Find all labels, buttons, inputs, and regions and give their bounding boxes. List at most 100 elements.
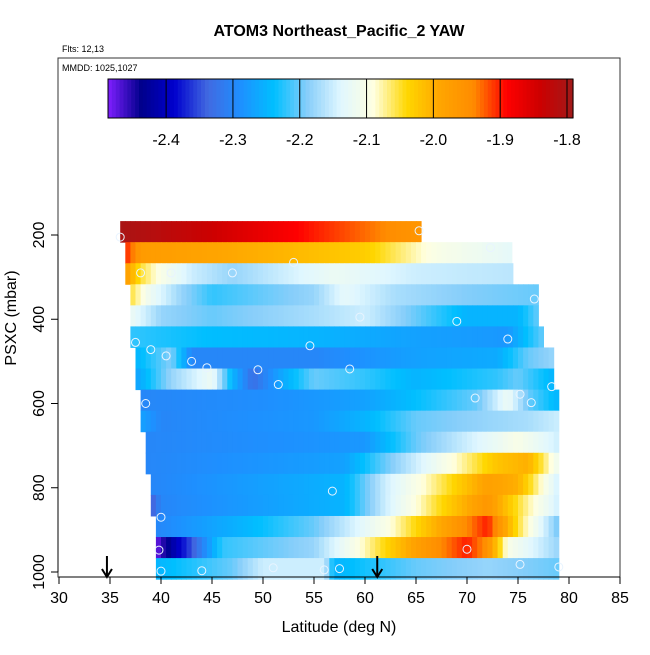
heatmap-cell — [191, 494, 198, 517]
colorbar-segment — [294, 79, 299, 118]
heatmap-cell — [507, 537, 514, 559]
heatmap-cell — [314, 368, 320, 391]
heatmap-cell — [303, 431, 310, 454]
data-point — [345, 364, 355, 374]
heatmap-cell — [227, 263, 233, 285]
heatmap-cell — [196, 368, 203, 391]
heatmap-cell — [507, 347, 514, 370]
heatmap-cell — [461, 494, 468, 517]
heatmap-cell — [283, 452, 289, 475]
heatmap-cell — [319, 368, 325, 391]
colorbar-segment — [340, 79, 345, 118]
heatmap-cell — [416, 221, 422, 243]
heatmap-cell — [344, 515, 351, 538]
heatmap-cell — [161, 347, 167, 370]
heatmap-cell — [201, 452, 208, 475]
heatmap-cell — [227, 221, 233, 243]
heatmap-cell — [268, 431, 274, 454]
heatmap-cell — [497, 452, 504, 475]
heatmap-cell — [359, 305, 366, 327]
heatmap-cell — [497, 389, 504, 412]
heatmap-cell — [380, 431, 386, 454]
heatmap-cell — [237, 452, 244, 475]
heatmap-cell — [298, 326, 305, 348]
heatmap-cell — [283, 537, 289, 559]
heatmap-cell — [196, 452, 203, 475]
heatmap-cell — [232, 473, 238, 496]
heatmap-cell — [161, 368, 167, 391]
heatmap-cell — [273, 410, 279, 433]
heatmap-cell — [533, 452, 539, 475]
data-point — [273, 380, 283, 390]
colorbar-segment — [270, 79, 276, 118]
heatmap-cell — [354, 263, 361, 285]
heatmap-cell — [324, 284, 330, 306]
colorbar-segment — [259, 79, 264, 118]
heatmap-cell — [456, 347, 463, 370]
heatmap-cell — [314, 305, 320, 327]
heatmap-cell — [436, 410, 442, 433]
heatmap-cell — [242, 494, 249, 517]
heatmap-cell — [543, 368, 550, 391]
heatmap-cell — [217, 452, 223, 475]
heatmap-cell — [278, 221, 284, 243]
heatmap-cell — [502, 410, 509, 433]
heatmap-cell — [451, 558, 458, 580]
colorbar-segment — [394, 79, 400, 118]
heatmap-cell — [303, 558, 310, 580]
heatmap-cell — [166, 452, 172, 475]
heatmap-cell — [461, 347, 468, 370]
heatmap-cell — [268, 305, 274, 327]
heatmap-cell — [247, 347, 254, 370]
heatmap-cell — [548, 389, 555, 412]
heatmap-cell — [227, 558, 233, 580]
heatmap-cell — [186, 410, 193, 433]
heatmap-cell — [461, 558, 468, 580]
heatmap-cell — [324, 494, 330, 517]
colorbar-segment — [263, 79, 268, 118]
heatmap-cell — [533, 537, 539, 559]
heatmap-cell — [370, 263, 376, 285]
heatmap-cell — [380, 326, 386, 348]
heatmap-cell — [416, 494, 422, 517]
heatmap-cell — [308, 263, 315, 285]
heatmap-cell — [196, 515, 203, 538]
heatmap-cell — [395, 221, 402, 243]
heatmap-cell — [166, 558, 172, 580]
heatmap-cell — [329, 431, 335, 454]
heatmap-cell — [405, 284, 412, 306]
heatmap-cell — [201, 431, 208, 454]
heatmap-cell — [502, 537, 509, 559]
heatmap-cell — [314, 263, 320, 285]
heatmap-cell — [441, 284, 448, 306]
colorbar-segment — [301, 79, 307, 118]
heatmap-cell — [467, 410, 473, 433]
x-tick-label: 85 — [611, 590, 629, 607]
heatmap-cell — [523, 305, 529, 327]
heatmap-cell — [298, 558, 305, 580]
heatmap-cell — [334, 558, 340, 580]
data-point — [485, 243, 495, 253]
heatmap-cell — [186, 558, 193, 580]
heatmap-cell — [436, 431, 442, 454]
heatmap-cell — [400, 452, 407, 475]
data-point — [305, 341, 315, 351]
heatmap-cell — [232, 431, 238, 454]
heatmap-cell — [273, 515, 279, 538]
heatmap-cell — [196, 347, 203, 370]
heatmap-cell — [288, 558, 295, 580]
heatmap-cell — [232, 452, 238, 475]
heatmap-cell — [196, 326, 203, 348]
heatmap-cell — [370, 242, 376, 264]
colorbar-segment — [139, 79, 144, 118]
heatmap-cell — [497, 242, 504, 264]
heatmap-cell — [242, 410, 249, 433]
heatmap-cell — [186, 537, 193, 559]
heatmap-cell — [273, 305, 279, 327]
colorbar-segment — [456, 79, 462, 118]
heatmap-cell — [252, 347, 259, 370]
heatmap-cell — [339, 305, 346, 327]
heatmap-cell — [155, 452, 162, 475]
heatmap-cell — [334, 305, 340, 327]
heatmap-cell — [472, 515, 478, 538]
